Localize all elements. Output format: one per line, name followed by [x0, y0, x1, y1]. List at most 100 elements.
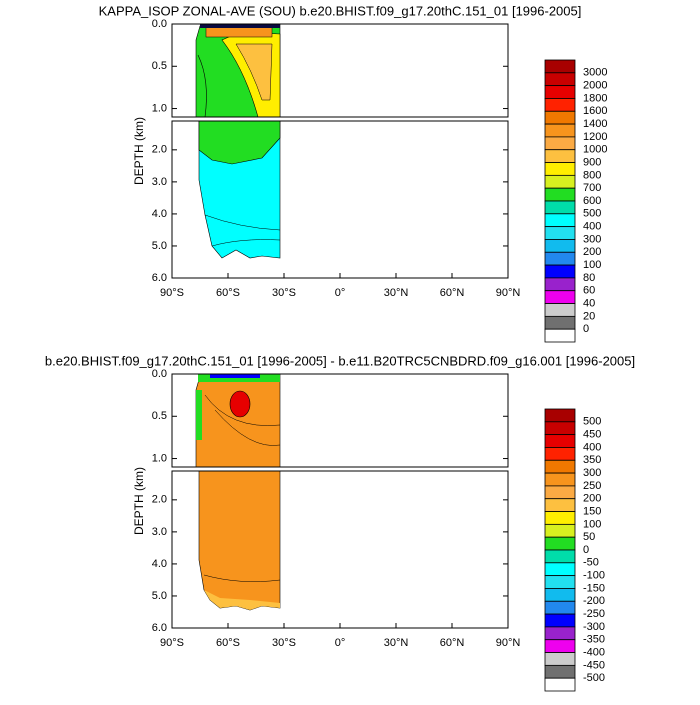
colorbar-label: 200	[583, 246, 601, 258]
colorbar-box	[544, 652, 576, 666]
colorbar-label: 1400	[583, 118, 607, 130]
x-tick-label: 30°N	[384, 287, 409, 299]
field-2	[195, 373, 281, 611]
colorbar-box	[544, 123, 576, 138]
y-tick-label: 0.5	[152, 410, 167, 422]
colorbar-box	[544, 136, 576, 151]
y-tick-label: 0.0	[152, 18, 167, 30]
colorbar-label: 1600	[583, 105, 607, 117]
colorbar-box	[544, 239, 576, 253]
colorbar-box	[544, 328, 576, 343]
colorbar-label: -50	[583, 557, 599, 569]
colorbar-label: 500	[583, 416, 601, 428]
x-tick-label: 60°S	[216, 287, 240, 299]
x-tick-label: 30°S	[272, 287, 296, 299]
x-tick-label: 30°N	[384, 637, 409, 649]
colorbar-box	[544, 408, 576, 423]
colorbar-box	[544, 174, 576, 189]
panel-frame	[171, 23, 509, 118]
colorbar-box	[544, 213, 576, 228]
colorbar-box	[544, 562, 576, 577]
y-tick-label: 1.0	[152, 102, 167, 114]
colorbar-box	[544, 575, 576, 589]
colorbar-box	[544, 264, 576, 279]
colorbar-label: -400	[583, 646, 605, 658]
x-tick-label: 0°	[335, 287, 346, 299]
colorbar-box	[544, 664, 576, 679]
colorbar-label: 150	[583, 505, 601, 517]
colorbar-label: 700	[583, 182, 601, 194]
x-tick-label: 30°S	[272, 637, 296, 649]
colorbar-box	[544, 315, 576, 330]
colorbar-label: 0	[583, 544, 589, 556]
colorbar-label: -100	[583, 570, 605, 582]
colorbar-box	[544, 588, 576, 602]
y-tick-label: 4.0	[152, 558, 167, 570]
colorbar-box	[544, 59, 576, 74]
colorbar-label: 40	[583, 297, 595, 309]
colorbar-box	[544, 162, 576, 176]
colorbar-label: 100	[583, 518, 601, 530]
chart-title: KAPPA_ISOP ZONAL-AVE (SOU) b.e20.BHIST.f…	[99, 3, 582, 18]
colorbar-label: -300	[583, 621, 605, 633]
colorbar-box	[544, 626, 576, 641]
x-tick-label: 90°N	[496, 637, 521, 649]
colorbar-label: -250	[583, 608, 605, 620]
colorbar-box	[544, 149, 576, 163]
y-tick-label: 5.0	[152, 590, 167, 602]
colorbar-label: 800	[583, 169, 601, 181]
colorbar-box	[544, 511, 576, 525]
colorbar-label: -150	[583, 582, 605, 594]
colorbar-box	[544, 447, 576, 461]
x-tick-label: 0°	[335, 637, 346, 649]
colorbar-label: 250	[583, 480, 601, 492]
colorbar-label: 400	[583, 221, 601, 233]
x-tick-label: 60°S	[216, 637, 240, 649]
colorbar-label: 100	[583, 259, 601, 271]
y-tick-label: 0.5	[152, 60, 167, 72]
colorbar-label: 400	[583, 441, 601, 453]
panel-frame	[171, 373, 509, 468]
colorbar-label: 1800	[583, 92, 607, 104]
colorbar-label: -350	[583, 634, 605, 646]
x-tick-label: 60°N	[440, 287, 465, 299]
y-tick-label: 0.0	[152, 368, 167, 380]
colorbar-box	[544, 85, 576, 99]
colorbar-box	[544, 600, 576, 615]
colorbar-box	[544, 98, 576, 112]
y-tick-label: 4.0	[152, 208, 167, 220]
colorbar-label: -450	[583, 659, 605, 671]
y-tick-label: 1.0	[152, 452, 167, 464]
y-tick-label: 2.0	[152, 494, 167, 506]
colorbar-box	[544, 434, 576, 448]
chart-title: b.e20.BHIST.f09_g17.20thC.151_01 [1996-2…	[45, 353, 635, 368]
colorbar-box	[544, 639, 576, 653]
colorbar-box	[544, 110, 576, 125]
colorbar-label: 500	[583, 208, 601, 220]
colorbar-box	[544, 498, 576, 512]
y-axis-label: DEPTH (km)	[132, 117, 146, 185]
colorbar-box	[544, 485, 576, 500]
colorbar-label: 2000	[583, 80, 607, 92]
colorbar-label: 600	[583, 195, 601, 207]
colorbar-label: 1000	[583, 144, 607, 156]
colorbar-box	[544, 290, 576, 304]
colorbar-box	[544, 459, 576, 474]
x-tick-label: 60°N	[440, 637, 465, 649]
colorbar-box	[544, 277, 576, 292]
colorbar-box	[544, 251, 576, 266]
x-tick-label: 90°N	[496, 287, 521, 299]
field-1	[195, 23, 281, 259]
colorbar-label: -500	[583, 672, 605, 684]
colorbar-label: 200	[583, 493, 601, 505]
y-tick-label: 5.0	[152, 240, 167, 252]
colorbar-label: 50	[583, 531, 595, 543]
colorbar-label: -200	[583, 595, 605, 607]
colorbar-box	[544, 200, 576, 215]
colorbar-box	[544, 613, 576, 628]
colorbar-box	[544, 472, 576, 487]
y-tick-label: 2.0	[152, 144, 167, 156]
colorbar-label: 300	[583, 233, 601, 245]
colorbar-box	[544, 677, 576, 692]
